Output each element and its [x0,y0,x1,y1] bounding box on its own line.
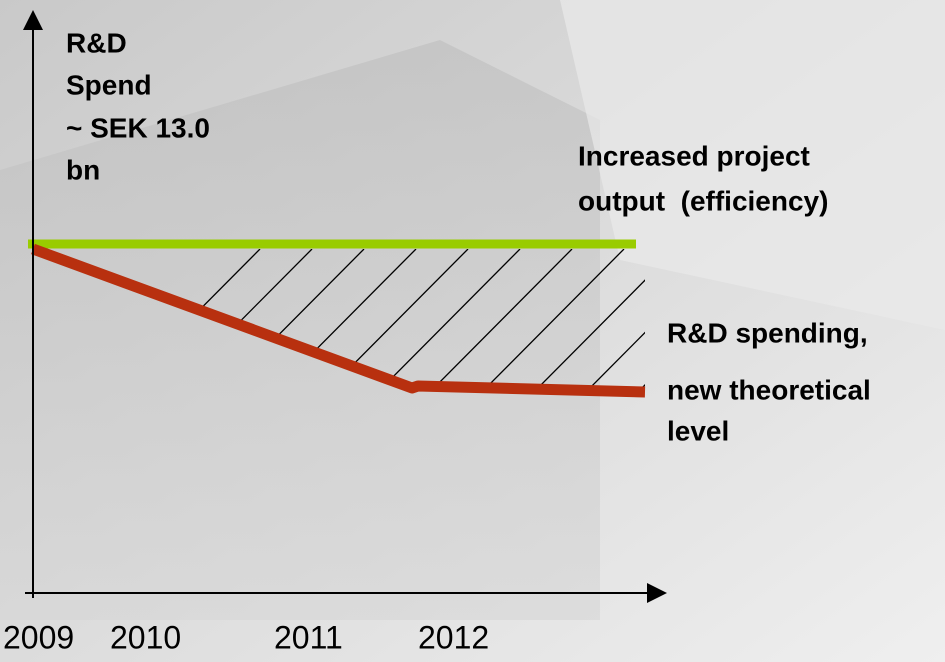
annotation: output (efficiency) [578,185,828,216]
x-axis-label: 2012 [418,619,489,655]
y-axis-label: ~ SEK 13.0 [66,112,210,143]
y-axis-label: bn [66,154,100,185]
diagram: R&D Spend ~ SEK 13.0 bn Increased projec… [0,0,945,662]
x-axis-label: 2009 [3,619,74,655]
page: {"y_axis_label": {"lines": ["R&D", "Spen… [0,0,945,662]
annotation: Increased project [578,140,810,171]
x-axis-label: 2010 [110,619,181,655]
y-axis-label: R&D [66,27,127,58]
annotation: level [667,415,729,446]
y-axis-label: Spend [66,69,152,100]
x-axis-label: 2011 [274,619,343,655]
annotation: new theoretical [667,374,871,405]
annotation: R&D spending, [667,317,868,348]
